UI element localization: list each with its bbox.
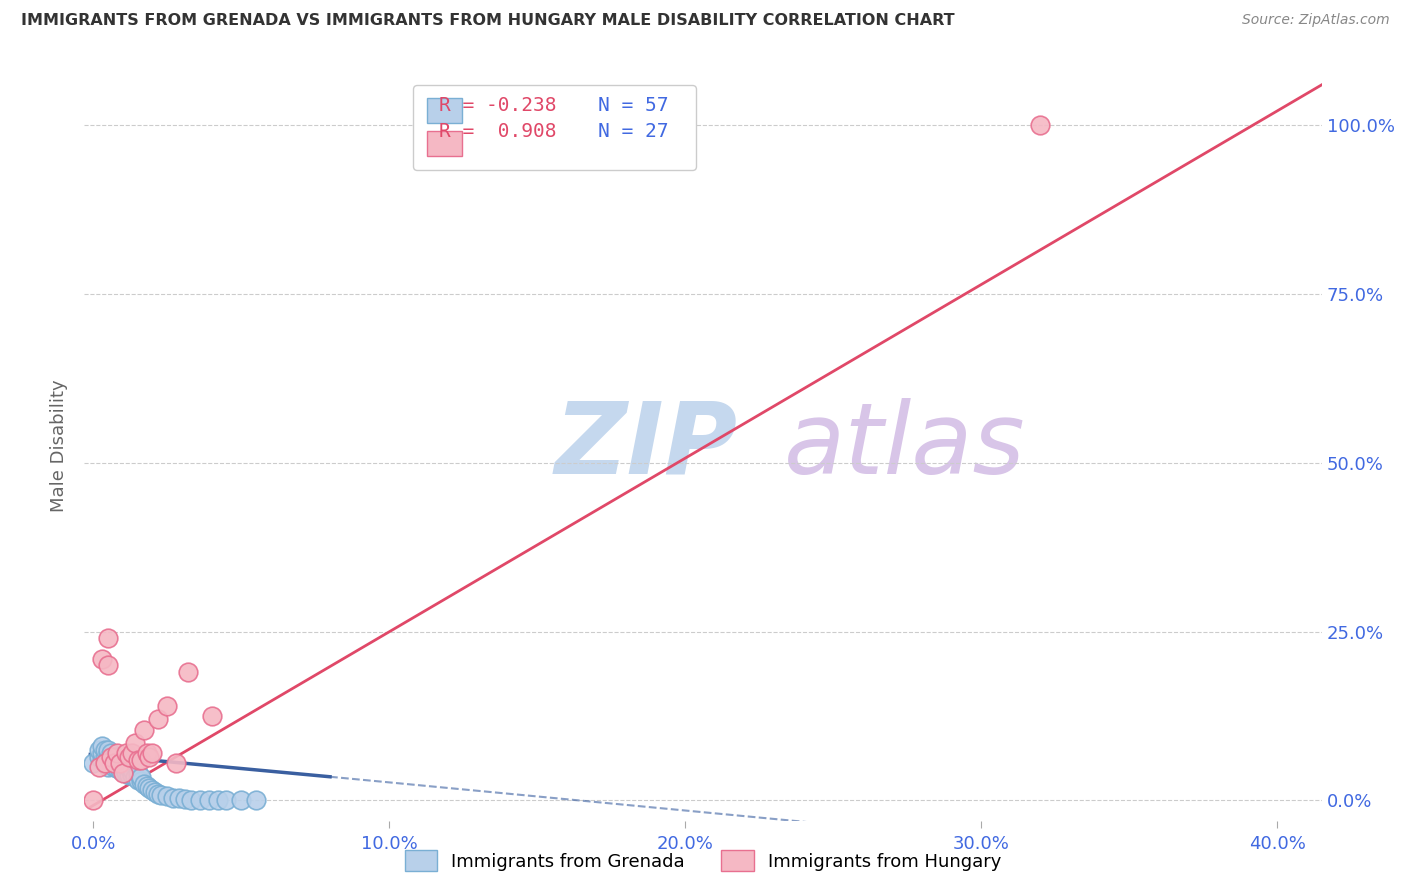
- Point: [141, 783, 163, 797]
- Point: [111, 765, 134, 780]
- Point: [114, 765, 136, 780]
- Point: [100, 749, 122, 764]
- Point: [127, 753, 149, 767]
- Point: [94, 743, 117, 757]
- Point: [231, 793, 253, 807]
- Text: atlas: atlas: [783, 398, 1025, 494]
- Point: [94, 756, 117, 771]
- Point: [97, 658, 120, 673]
- Text: N = 27: N = 27: [598, 122, 668, 141]
- Point: [127, 773, 149, 788]
- Point: [1029, 119, 1052, 133]
- Point: [162, 790, 184, 805]
- Point: [89, 759, 111, 773]
- Point: [207, 793, 229, 807]
- Point: [97, 746, 120, 760]
- Point: [89, 749, 111, 764]
- Point: [148, 787, 170, 801]
- Point: [135, 746, 157, 760]
- Point: [108, 763, 131, 777]
- Point: [118, 768, 141, 782]
- Point: [215, 793, 238, 807]
- Point: [138, 749, 160, 764]
- Point: [245, 793, 267, 807]
- Point: [103, 753, 125, 767]
- Point: [108, 753, 131, 767]
- Point: [111, 759, 134, 773]
- Point: [135, 779, 157, 793]
- Point: [97, 753, 120, 767]
- Point: [141, 746, 163, 760]
- Point: [127, 766, 149, 780]
- Point: [103, 756, 125, 771]
- Point: [89, 743, 111, 757]
- Point: [82, 793, 104, 807]
- Point: [129, 753, 152, 767]
- Point: [111, 766, 134, 780]
- Text: ZIP: ZIP: [554, 398, 738, 494]
- Point: [100, 756, 122, 771]
- Point: [197, 793, 219, 807]
- Point: [132, 776, 155, 790]
- Point: [118, 761, 141, 775]
- Point: [91, 739, 114, 754]
- Point: [108, 756, 131, 771]
- Point: [111, 754, 134, 768]
- Text: IMMIGRANTS FROM GRENADA VS IMMIGRANTS FROM HUNGARY MALE DISABILITY CORRELATION C: IMMIGRANTS FROM GRENADA VS IMMIGRANTS FR…: [21, 13, 955, 29]
- Y-axis label: Male Disability: Male Disability: [51, 380, 69, 512]
- Text: N = 57: N = 57: [598, 95, 668, 114]
- Point: [114, 758, 136, 772]
- Point: [105, 756, 128, 771]
- Point: [121, 763, 143, 777]
- Point: [82, 756, 104, 771]
- Point: [91, 651, 114, 665]
- Point: [94, 749, 117, 764]
- Point: [124, 736, 146, 750]
- Point: [174, 792, 197, 806]
- Point: [97, 632, 120, 646]
- Point: [150, 788, 173, 802]
- Point: [145, 785, 167, 799]
- Point: [156, 789, 179, 804]
- Point: [180, 793, 202, 807]
- Point: [103, 749, 125, 764]
- Point: [201, 709, 224, 723]
- Point: [138, 781, 160, 796]
- Point: [188, 793, 211, 807]
- Point: [103, 759, 125, 773]
- Point: [108, 756, 131, 771]
- Point: [105, 746, 128, 760]
- Point: [165, 756, 187, 771]
- Point: [100, 746, 122, 760]
- Point: [156, 698, 179, 713]
- Point: [94, 756, 117, 771]
- Point: [129, 774, 152, 789]
- Text: R = -0.238: R = -0.238: [440, 95, 557, 114]
- Text: R =  0.908: R = 0.908: [440, 122, 557, 141]
- Point: [100, 749, 122, 764]
- Point: [124, 770, 146, 784]
- Legend:   R = -0.238   N = 57,   R =  0.908   N = 27: R = -0.238 N = 57, R = 0.908 N = 27: [413, 85, 696, 169]
- Legend: Immigrants from Grenada, Immigrants from Hungary: Immigrants from Grenada, Immigrants from…: [398, 843, 1008, 879]
- Point: [121, 746, 143, 760]
- Point: [167, 791, 190, 805]
- Point: [177, 665, 200, 680]
- Point: [91, 746, 114, 760]
- Point: [105, 749, 128, 764]
- Point: [91, 753, 114, 767]
- Point: [97, 759, 120, 773]
- Text: Source: ZipAtlas.com: Source: ZipAtlas.com: [1241, 13, 1389, 28]
- Point: [118, 749, 141, 764]
- Point: [97, 743, 120, 757]
- Point: [129, 770, 152, 784]
- Point: [132, 723, 155, 737]
- Point: [121, 768, 143, 782]
- Point: [148, 712, 170, 726]
- Point: [105, 761, 128, 775]
- Point: [114, 746, 136, 760]
